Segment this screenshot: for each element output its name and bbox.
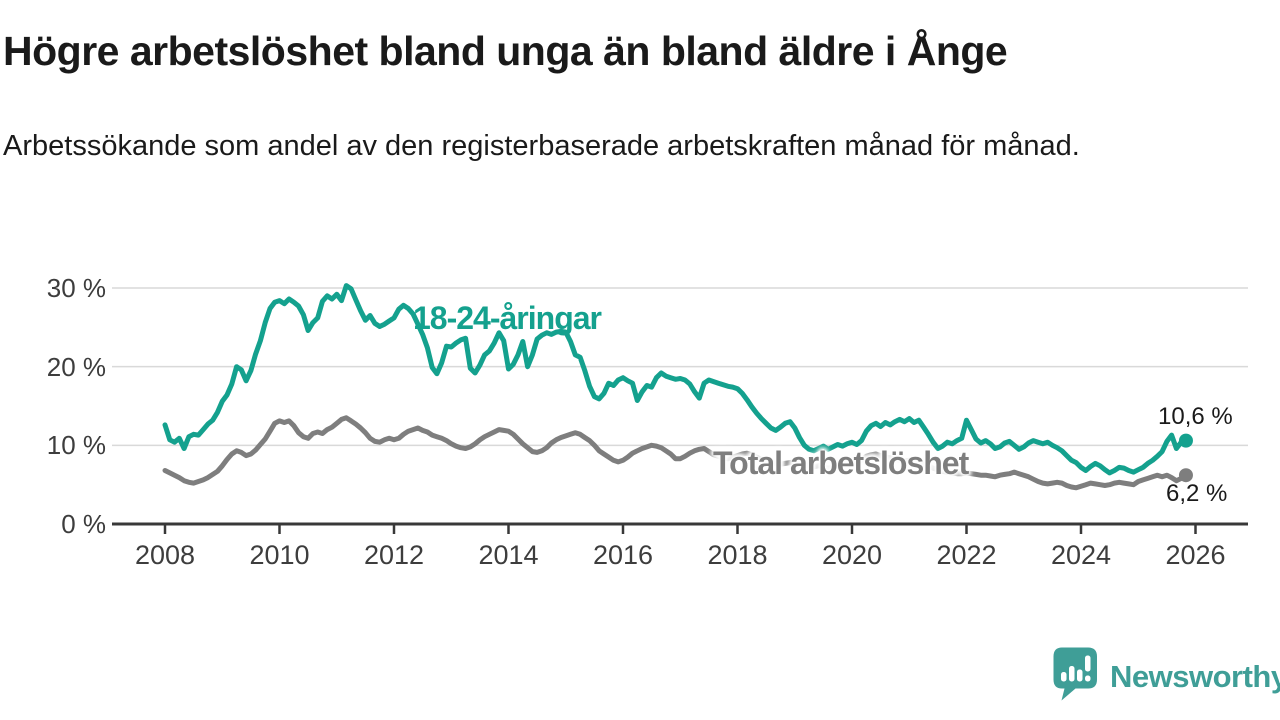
newsworthy-logo-icon (1052, 646, 1099, 707)
x-tick-label: 2012 (363, 540, 425, 570)
x-tick-label: 2010 (249, 540, 310, 570)
x-tick-label: 2022 (936, 540, 997, 570)
x-tick-label: 2014 (478, 540, 539, 570)
x-tick-label: 2020 (821, 540, 883, 570)
newsworthy-logo-text: Newsworthy (1110, 658, 1280, 694)
y-tick-label: 20 % (46, 351, 106, 382)
y-tick-label: 0 % (61, 509, 106, 539)
x-tick-label: 2026 (1165, 540, 1226, 570)
end-value-label-total: 6,2 % (1166, 480, 1228, 507)
x-tick-label: 2008 (134, 540, 196, 570)
page-subtitle: Arbetssökande som andel av den registerb… (3, 130, 1080, 162)
y-tick-label: 10 % (46, 430, 106, 461)
x-tick-label: 2018 (707, 540, 768, 570)
series-line-total (162, 415, 1189, 491)
series-end-dot-total (1178, 468, 1193, 483)
series-label-youth: 18-24-åringar (413, 300, 602, 336)
series-line-youth (162, 283, 1189, 476)
x-tick-label: 2024 (1050, 540, 1112, 570)
page-title: Högre arbetslöshet bland unga än bland ä… (3, 28, 1008, 74)
end-value-label-youth: 10,6 % (1158, 403, 1233, 430)
series-end-dot-youth (1178, 433, 1193, 448)
y-tick-label: 30 % (46, 272, 106, 303)
x-tick-label: 2016 (592, 540, 654, 570)
newsworthy-logo: Newsworthy (1052, 646, 1280, 707)
series-label-total: Total arbetslöshet (713, 445, 969, 481)
